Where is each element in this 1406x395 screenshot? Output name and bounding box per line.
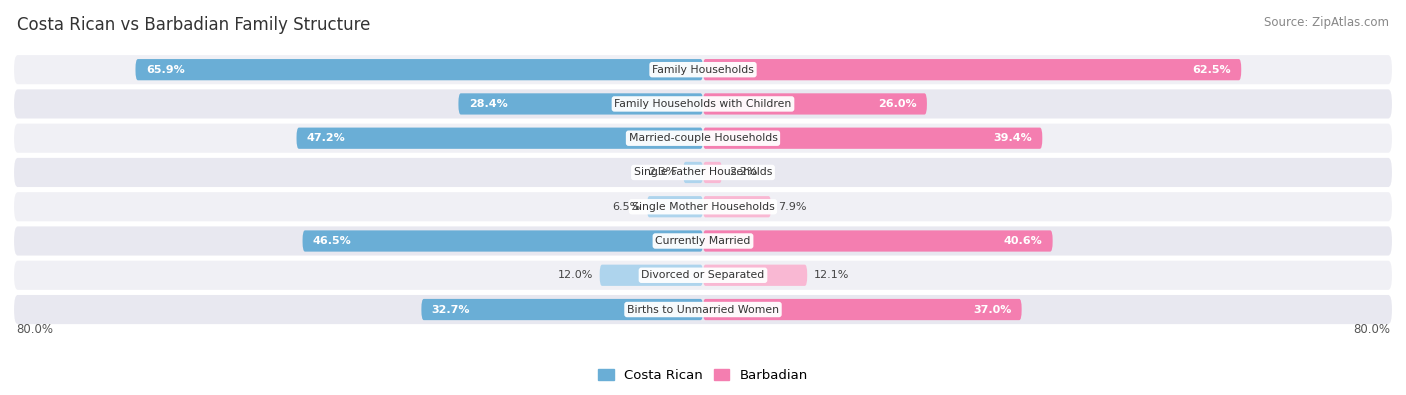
- FancyBboxPatch shape: [14, 124, 1392, 153]
- Text: Currently Married: Currently Married: [655, 236, 751, 246]
- Text: Divorced or Separated: Divorced or Separated: [641, 270, 765, 280]
- FancyBboxPatch shape: [703, 265, 807, 286]
- Text: 2.2%: 2.2%: [728, 167, 758, 177]
- Text: 26.0%: 26.0%: [877, 99, 917, 109]
- Text: Births to Unmarried Women: Births to Unmarried Women: [627, 305, 779, 314]
- FancyBboxPatch shape: [703, 196, 770, 217]
- Text: 37.0%: 37.0%: [973, 305, 1011, 314]
- FancyBboxPatch shape: [14, 192, 1392, 221]
- FancyBboxPatch shape: [297, 128, 703, 149]
- Text: 2.3%: 2.3%: [648, 167, 676, 177]
- FancyBboxPatch shape: [647, 196, 703, 217]
- Text: Costa Rican vs Barbadian Family Structure: Costa Rican vs Barbadian Family Structur…: [17, 16, 370, 34]
- Text: 6.5%: 6.5%: [612, 202, 640, 212]
- Text: 7.9%: 7.9%: [778, 202, 807, 212]
- Text: 40.6%: 40.6%: [1004, 236, 1042, 246]
- FancyBboxPatch shape: [14, 89, 1392, 118]
- FancyBboxPatch shape: [703, 299, 1022, 320]
- Text: 80.0%: 80.0%: [1353, 323, 1391, 336]
- Text: Single Mother Households: Single Mother Households: [631, 202, 775, 212]
- Text: 46.5%: 46.5%: [314, 236, 352, 246]
- FancyBboxPatch shape: [302, 230, 703, 252]
- FancyBboxPatch shape: [703, 59, 1241, 80]
- Text: 80.0%: 80.0%: [15, 323, 53, 336]
- FancyBboxPatch shape: [703, 230, 1053, 252]
- Text: Married-couple Households: Married-couple Households: [628, 133, 778, 143]
- FancyBboxPatch shape: [703, 128, 1042, 149]
- Text: 62.5%: 62.5%: [1192, 65, 1230, 75]
- Text: Family Households with Children: Family Households with Children: [614, 99, 792, 109]
- FancyBboxPatch shape: [14, 261, 1392, 290]
- FancyBboxPatch shape: [14, 158, 1392, 187]
- FancyBboxPatch shape: [599, 265, 703, 286]
- Text: 28.4%: 28.4%: [468, 99, 508, 109]
- Text: 65.9%: 65.9%: [146, 65, 184, 75]
- Text: 12.0%: 12.0%: [557, 270, 593, 280]
- FancyBboxPatch shape: [14, 55, 1392, 84]
- Text: Family Households: Family Households: [652, 65, 754, 75]
- FancyBboxPatch shape: [703, 162, 721, 183]
- FancyBboxPatch shape: [135, 59, 703, 80]
- Text: Source: ZipAtlas.com: Source: ZipAtlas.com: [1264, 16, 1389, 29]
- FancyBboxPatch shape: [14, 295, 1392, 324]
- Legend: Costa Rican, Barbadian: Costa Rican, Barbadian: [592, 364, 814, 388]
- Text: 39.4%: 39.4%: [993, 133, 1032, 143]
- FancyBboxPatch shape: [683, 162, 703, 183]
- FancyBboxPatch shape: [422, 299, 703, 320]
- FancyBboxPatch shape: [703, 93, 927, 115]
- Text: 47.2%: 47.2%: [307, 133, 346, 143]
- Text: Single Father Households: Single Father Households: [634, 167, 772, 177]
- FancyBboxPatch shape: [14, 226, 1392, 256]
- FancyBboxPatch shape: [458, 93, 703, 115]
- Text: 12.1%: 12.1%: [814, 270, 849, 280]
- Text: 32.7%: 32.7%: [432, 305, 470, 314]
